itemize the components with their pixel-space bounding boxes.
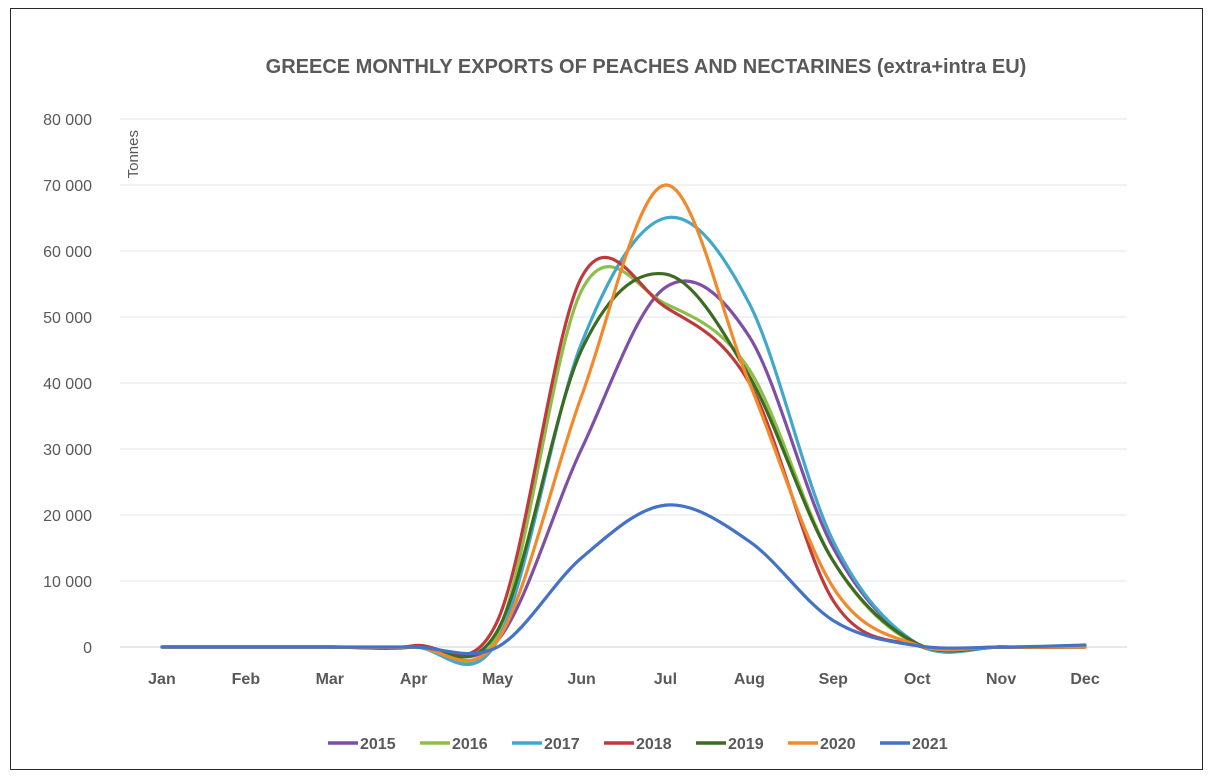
legend-label-2020: 2020: [820, 736, 856, 753]
legend: 2015 2016 2017 2018 2019 2020 2021: [328, 736, 948, 753]
y-tick-label: 20 000: [43, 508, 92, 525]
x-tick-label: May: [482, 671, 513, 688]
x-tick-label: Nov: [986, 671, 1016, 688]
x-tick-label: Jun: [567, 671, 595, 688]
x-tick-label: Mar: [316, 671, 344, 688]
series-line-2021: [162, 505, 1085, 654]
legend-label-2019: 2019: [728, 736, 764, 753]
y-tick-label: 80 000: [43, 112, 92, 129]
series-lines: [162, 185, 1085, 664]
y-tick-label: 40 000: [43, 376, 92, 393]
y-tick-label: 50 000: [43, 310, 92, 327]
chart-title: GREECE MONTHLY EXPORTS OF PEACHES AND NE…: [266, 56, 1027, 78]
y-axis-label: Tonnes: [125, 130, 142, 178]
y-tick-label: 30 000: [43, 442, 92, 459]
x-tick-label: Feb: [232, 671, 261, 688]
y-tick-label: 60 000: [43, 244, 92, 261]
legend-label-2018: 2018: [636, 736, 672, 753]
legend-label-2021: 2021: [912, 736, 948, 753]
y-axis-ticks: 0 10 000 20 000 30 000 40 000 50 000 60 000 70 …: [43, 112, 92, 657]
x-tick-label: Jan: [148, 671, 176, 688]
y-tick-label: 0: [83, 640, 92, 657]
x-tick-label: Oct: [904, 671, 931, 688]
series-line-2015: [162, 281, 1085, 657]
x-tick-label: Jul: [654, 671, 677, 688]
series-line-2019: [162, 274, 1085, 657]
x-tick-label: Dec: [1070, 671, 1099, 688]
y-tick-label: 10 000: [43, 574, 92, 591]
legend-label-2016: 2016: [452, 736, 488, 753]
x-tick-label: Apr: [400, 671, 428, 688]
x-tick-label: Aug: [734, 671, 765, 688]
gridlines: [120, 119, 1127, 647]
y-tick-label: 70 000: [43, 178, 92, 195]
legend-label-2017: 2017: [544, 736, 580, 753]
x-tick-label: Sep: [819, 671, 849, 688]
series-line-2016: [162, 267, 1085, 664]
series-line-2017: [162, 217, 1085, 664]
legend-label-2015: 2015: [360, 736, 396, 753]
x-axis-ticks: Jan Feb Mar Apr May Jun Jul Aug Sep Oct Nov Dec: [148, 671, 1100, 688]
